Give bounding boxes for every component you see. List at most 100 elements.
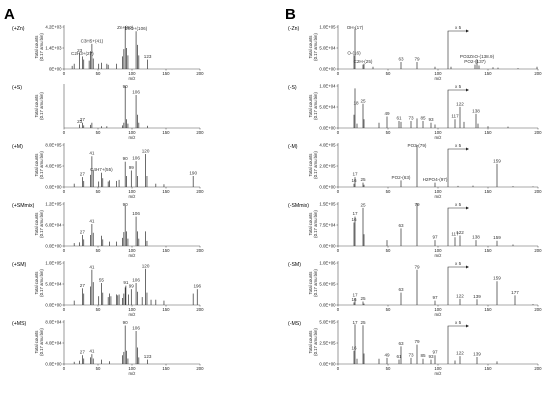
y-axis-title-line: Total counts (308, 95, 313, 118)
peak-label: 139 (473, 294, 481, 299)
peak-label: 17 (352, 172, 358, 177)
y-axis-title-line: Total counts (34, 213, 39, 236)
peak-label: C4H7+(55) (90, 167, 113, 172)
x-tick-label: 50 (386, 189, 391, 194)
y-tick-label: 0.0E+00 (319, 244, 336, 249)
y-tick-label: 4.0E+05 (319, 143, 336, 148)
panel-label: (-SMmix) (288, 203, 309, 209)
x-axis-title: m/z (435, 312, 442, 317)
peak-label: 55 (99, 278, 105, 283)
magnify-bracket (447, 266, 466, 305)
peak-label: 190 (189, 171, 197, 176)
y-tick-label: 4.0E+04 (45, 341, 62, 346)
x-tick-label: 50 (386, 71, 391, 76)
x-tick-label: 100 (128, 189, 136, 194)
x-tick-label: 100 (434, 248, 442, 253)
peak-label: PO2-(137) (464, 59, 486, 64)
peak-label: 97 (432, 295, 438, 300)
magnify-bracket (447, 89, 466, 128)
x-axis-title: m/z (435, 194, 442, 199)
x-tick-label: 0 (337, 366, 340, 371)
y-tick-label: 5.0E+04 (319, 105, 336, 110)
peak-label: 41 (89, 349, 95, 354)
y-axis-title-line: Total counts (308, 154, 313, 177)
x-tick-label: 150 (162, 189, 170, 194)
peak-label: 63 (398, 223, 404, 228)
peak-label: PO3ZnO-(138.9) (460, 54, 495, 59)
peak-label: 99 (129, 284, 135, 289)
peak-label: 122 (456, 230, 464, 235)
panel-label: (-S) (288, 85, 297, 91)
y-axis-title: Total counts(0.17 amu bin) (34, 210, 44, 238)
x-tick-label: 100 (128, 366, 136, 371)
peak-label: 25 (360, 296, 366, 301)
peak-label: 99 (129, 165, 135, 170)
y-tick-label: 0.0E+00 (45, 185, 62, 190)
x-tick-label: 100 (434, 130, 442, 135)
y-tick-label: 5.0E+04 (319, 46, 336, 51)
y-axis-title: Total counts(0.17 amu bin) (308, 151, 318, 179)
peak-label: 79 (414, 56, 420, 61)
peak-label: 90 (123, 202, 129, 207)
magnify-label: x 5 (455, 320, 462, 325)
peak-label: O-(16) (347, 50, 361, 55)
peak-label: 97 (432, 350, 438, 355)
peak-label: 63 (398, 341, 404, 346)
x-tick-label: 100 (128, 248, 136, 253)
x-axis-title: m/z (129, 371, 136, 376)
x-tick-label: 150 (162, 71, 170, 76)
y-tick-label: 1.2E+05 (45, 202, 62, 207)
peak-label: 63 (398, 287, 404, 292)
peak-label: PO3-(79) (408, 143, 427, 148)
y-axis-title-line: (0.17 amu bin) (39, 210, 44, 238)
x-axis-title: m/z (129, 253, 136, 258)
panel-label: (+Zn) (12, 26, 25, 32)
peak-label: 61 (396, 354, 402, 359)
y-tick-label: 1.5E+05 (319, 202, 336, 207)
peak-label: 122 (456, 351, 464, 356)
x-axis-title: m/z (129, 194, 136, 199)
peak-label: 79 (414, 264, 420, 269)
peak-label: 97 (432, 235, 438, 240)
x-tick-label: 200 (196, 248, 204, 253)
magnify-arrow-head (466, 206, 469, 210)
x-tick-label: 0 (337, 71, 340, 76)
peak-label: 17 (352, 320, 358, 325)
y-tick-label: 1.0E+06 (319, 261, 336, 266)
peak-label: C2H3+(27) (71, 51, 94, 56)
y-tick-label: 1.0E+04 (319, 84, 336, 89)
y-axis-title: Total counts(0.17 amu bin) (308, 33, 318, 61)
y-axis-title: Total counts(0.17 amu bin) (34, 151, 44, 179)
y-tick-label: 1.4E+03 (45, 46, 62, 51)
panel-label: (+SM) (12, 262, 27, 268)
y-axis-title-line: (0.17 amu bin) (313, 210, 318, 238)
x-tick-label: 100 (434, 189, 442, 194)
x-tick-label: 150 (484, 307, 492, 312)
panel-label: (+SMmix) (12, 203, 35, 209)
magnify-bracket (447, 148, 466, 187)
spectrum-panel: (+Zn) Total counts(0.17 amu bin)4.2E+03 1.… (12, 25, 204, 82)
x-tick-label: 150 (162, 307, 170, 312)
peak-label: 93 (428, 354, 434, 359)
x-tick-label: 100 (434, 366, 442, 371)
x-tick-label: 0 (337, 130, 340, 135)
y-axis-title-line: (0.17 amu bin) (39, 92, 44, 120)
x-tick-label: 200 (534, 248, 542, 253)
magnify-label: x 5 (455, 261, 462, 266)
x-tick-label: 50 (96, 71, 101, 76)
magnify-arrow-head (466, 147, 469, 151)
spectrum-panel: (-MS) Total counts(0.17 amu bin)5.0E+05 2.… (288, 320, 542, 377)
spectrum-panel: (+SM) Total counts(0.17 amu bin)1.0E+05 5.… (12, 261, 204, 318)
x-axis-title: m/z (435, 135, 442, 140)
x-tick-label: 50 (386, 248, 391, 253)
x-tick-label: 50 (96, 307, 101, 312)
peak-label: ZnO+(106) (125, 26, 148, 31)
peak-label: 177 (511, 290, 519, 295)
peak-label: 25 (360, 320, 366, 325)
x-tick-label: 50 (386, 366, 391, 371)
y-tick-label: 0E+00 (49, 67, 62, 72)
peak-label: PO2-(63) (392, 175, 411, 180)
magnify-bracket (447, 30, 466, 69)
x-tick-label: 0 (63, 71, 66, 76)
peak-label: 73 (408, 115, 414, 120)
